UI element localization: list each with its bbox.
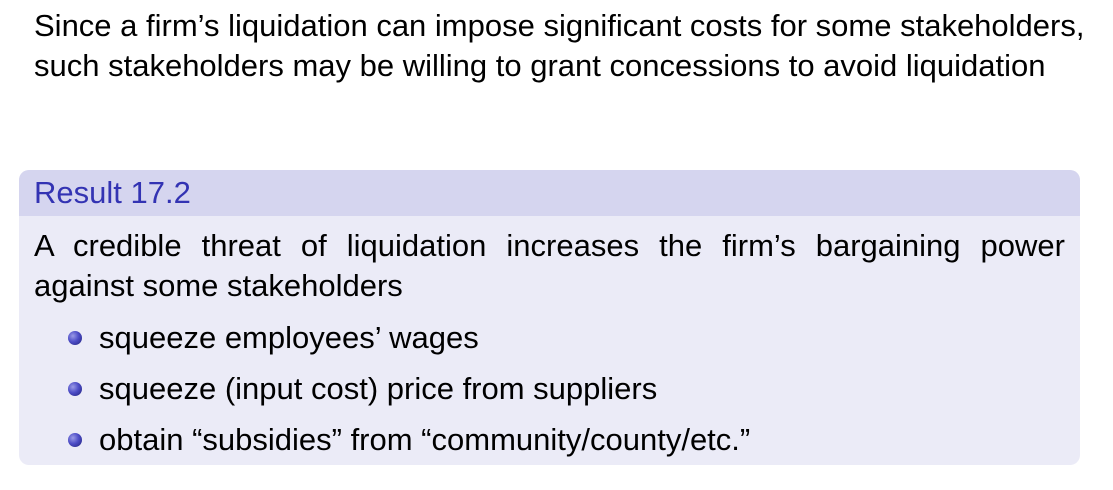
result-statement: A credible threat of liquidation increas…: [34, 228, 1065, 303]
intro-paragraph: Since a firm’s liquidation can impose si…: [34, 8, 1085, 83]
list-item-label: squeeze employees’ wages: [99, 320, 479, 355]
list-item: squeeze employees’ wages: [68, 312, 1065, 363]
list-item-label: obtain “subsidies” from “community/count…: [99, 422, 751, 457]
result-body: A credible threat of liquidation increas…: [19, 216, 1080, 465]
bullet-icon: [68, 433, 82, 447]
bullet-icon: [68, 382, 82, 396]
list-item: obtain “subsidies” from “community/count…: [68, 414, 1065, 465]
bullet-icon: [68, 331, 82, 345]
list-item-label: squeeze (input cost) price from supplier…: [99, 371, 658, 406]
result-block: Result 17.2 A credible threat of liquida…: [19, 170, 1080, 465]
bullet-list: squeeze employees’ wages squeeze (input …: [34, 312, 1065, 465]
list-item: squeeze (input cost) price from supplier…: [68, 363, 1065, 414]
result-header: Result 17.2: [19, 170, 1080, 216]
result-title: Result 17.2: [34, 175, 191, 210]
